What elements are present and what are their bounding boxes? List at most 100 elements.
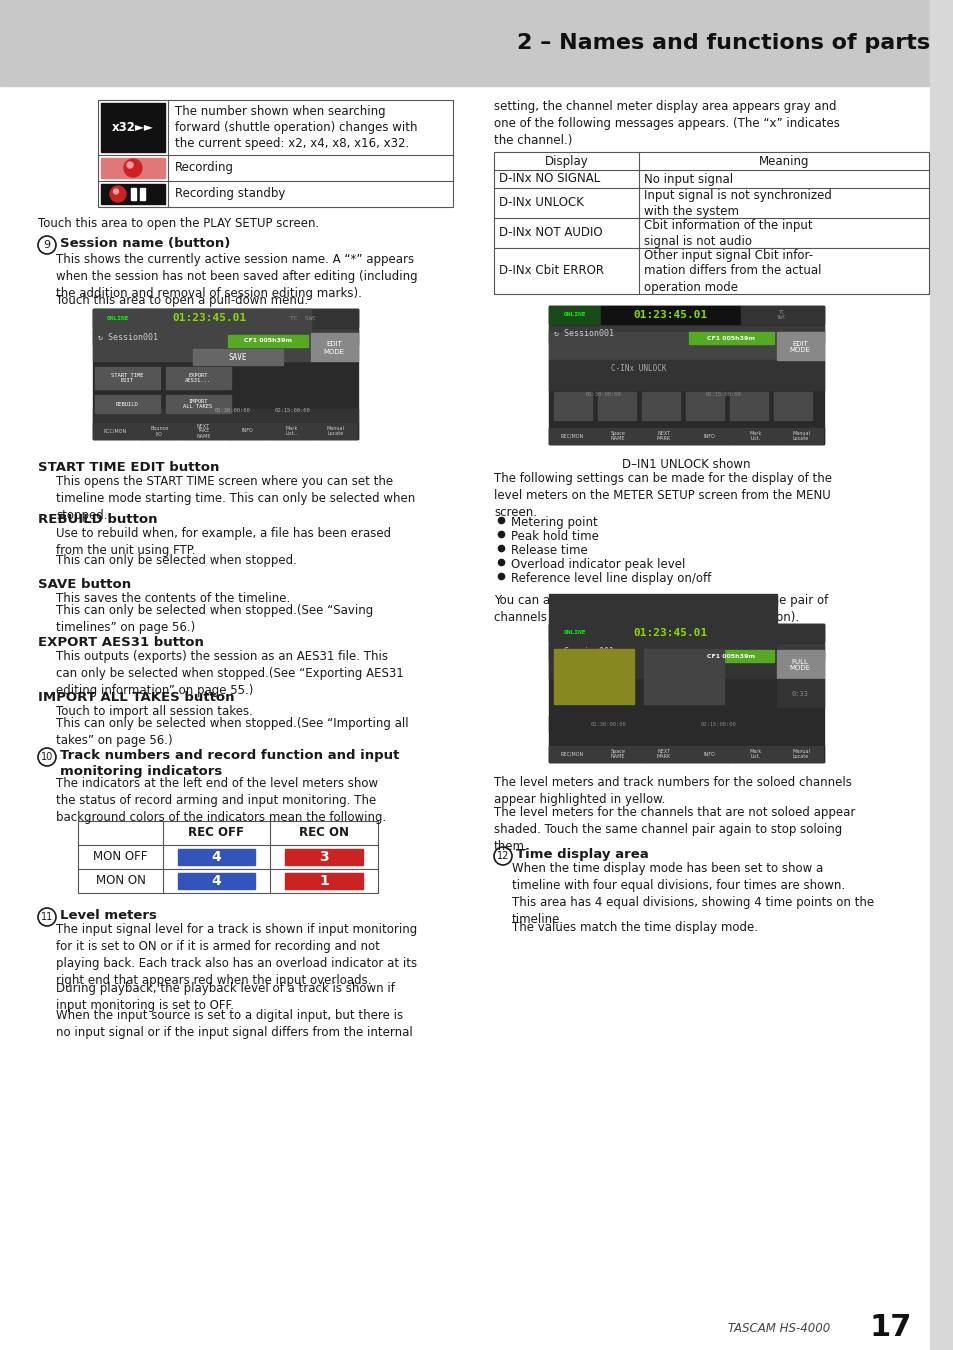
- Circle shape: [110, 186, 126, 202]
- Bar: [640, 428, 685, 444]
- Text: 01:30:00:00: 01:30:00:00: [591, 721, 626, 726]
- Text: CF1 005h39m: CF1 005h39m: [706, 336, 754, 340]
- Text: 4: 4: [212, 873, 221, 888]
- Bar: [595, 747, 639, 761]
- Bar: [595, 428, 639, 444]
- Text: 17: 17: [869, 1314, 911, 1342]
- Text: 02:15:00:00: 02:15:00:00: [274, 408, 311, 413]
- Text: INFO: INFO: [702, 433, 715, 439]
- Bar: [598, 392, 636, 420]
- Text: 01:30:00:00: 01:30:00:00: [585, 392, 621, 397]
- Bar: [92, 423, 357, 439]
- Text: Level meters: Level meters: [60, 909, 156, 922]
- Text: RCC/MON: RCC/MON: [103, 428, 127, 433]
- Bar: [92, 423, 136, 439]
- Text: Manual
Locate: Manual Locate: [791, 431, 809, 441]
- Circle shape: [127, 162, 132, 167]
- Bar: [776, 332, 823, 360]
- Bar: [729, 392, 767, 420]
- Bar: [688, 649, 773, 662]
- Text: Time display area: Time display area: [516, 848, 648, 861]
- Text: The values match the time display mode.: The values match the time display mode.: [512, 921, 758, 934]
- Bar: [740, 306, 823, 324]
- Text: No input signal: No input signal: [643, 173, 732, 185]
- Bar: [311, 333, 357, 360]
- Text: Overload indicator peak level: Overload indicator peak level: [511, 558, 684, 571]
- Bar: [285, 873, 363, 890]
- Text: FULL
MODE: FULL MODE: [789, 659, 810, 671]
- Text: START TIME
EDIT: START TIME EDIT: [111, 373, 143, 383]
- Text: ONLINE: ONLINE: [563, 630, 586, 636]
- Bar: [225, 423, 269, 439]
- Bar: [778, 428, 822, 444]
- Bar: [78, 821, 377, 892]
- Bar: [103, 425, 143, 433]
- Text: Space
NAME: Space NAME: [610, 749, 624, 759]
- Text: EDIT
MODE: EDIT MODE: [789, 340, 810, 354]
- Bar: [740, 624, 823, 643]
- Text: The number shown when searching
forward (shuttle operation) changes with
the cur: The number shown when searching forward …: [174, 104, 417, 150]
- Bar: [548, 428, 593, 444]
- Text: 0:33: 0:33: [791, 691, 807, 697]
- Text: When the input source is set to a digital input, but there is
no input signal or: When the input source is set to a digita…: [56, 1008, 413, 1040]
- Bar: [213, 425, 253, 433]
- Bar: [773, 392, 811, 420]
- Bar: [600, 624, 740, 643]
- Bar: [158, 425, 198, 433]
- Text: You can also touch these areas to output just one pair of
channels (1-2 or 3-4) : You can also touch these areas to output…: [494, 594, 827, 624]
- Text: The following settings can be made for the display of the
level meters on the ME: The following settings can be made for t…: [494, 472, 831, 518]
- Text: This can only be selected when stopped.(See “Saving
timelines” on page 56.): This can only be selected when stopped.(…: [56, 603, 373, 634]
- Bar: [548, 594, 776, 678]
- Bar: [548, 306, 823, 324]
- Text: The level meters and track numbers for the soloed channels
appear highlighted in: The level meters and track numbers for t…: [494, 776, 851, 806]
- Bar: [548, 644, 823, 660]
- Text: Release time: Release time: [511, 544, 587, 558]
- Text: C-INx UNLOCK: C-INx UNLOCK: [611, 364, 666, 373]
- Text: During playback, the playback level of a track is shown if
input monitoring is s: During playback, the playback level of a…: [56, 981, 395, 1012]
- Bar: [548, 624, 600, 643]
- Text: This shows the currently active session name. A “*” appears
when the session has: This shows the currently active session …: [56, 252, 417, 300]
- Text: Use to rebuild when, for example, a file has been erased
from the unit using FTP: Use to rebuild when, for example, a file…: [56, 526, 391, 558]
- Text: D-INx UNLOCK: D-INx UNLOCK: [498, 197, 583, 209]
- Bar: [548, 716, 776, 732]
- Bar: [101, 184, 165, 204]
- Bar: [92, 329, 357, 346]
- Text: MON ON: MON ON: [95, 875, 145, 887]
- Bar: [101, 158, 165, 178]
- Text: REBUILD button: REBUILD button: [38, 513, 157, 526]
- Text: 01:30:00:00: 01:30:00:00: [214, 408, 251, 413]
- Bar: [140, 188, 145, 200]
- Text: This saves the contents of the timeline.: This saves the contents of the timeline.: [56, 593, 290, 605]
- Text: This opens the START TIME screen where you can set the
timeline mode starting ti: This opens the START TIME screen where y…: [56, 475, 415, 522]
- Text: MON OFF: MON OFF: [93, 850, 148, 864]
- Bar: [641, 392, 679, 420]
- Bar: [193, 350, 283, 365]
- Text: SAVE: SAVE: [229, 352, 247, 362]
- Text: The input signal level for a track is shown if input monitoring
for it is set to: The input signal level for a track is sh…: [56, 923, 416, 987]
- Bar: [548, 325, 823, 342]
- Bar: [101, 103, 165, 153]
- Text: TASCAM HS-4000: TASCAM HS-4000: [727, 1322, 829, 1335]
- Text: Touch to import all session takes.: Touch to import all session takes.: [56, 705, 253, 718]
- Text: Bounce
I/O: Bounce I/O: [150, 427, 168, 436]
- Text: Metering point: Metering point: [511, 516, 598, 529]
- Bar: [268, 425, 308, 433]
- Text: Display: Display: [544, 154, 588, 167]
- Text: 01:23:45.01: 01:23:45.01: [633, 310, 707, 320]
- Bar: [554, 392, 592, 420]
- Text: 12: 12: [497, 850, 509, 861]
- Bar: [92, 309, 311, 360]
- Bar: [686, 747, 731, 761]
- Text: D-INx NO SIGNAL: D-INx NO SIGNAL: [498, 173, 599, 185]
- Text: START TIME EDIT button: START TIME EDIT button: [38, 460, 219, 474]
- Text: Track numbers and record function and input
monitoring indicators: Track numbers and record function and in…: [60, 749, 399, 778]
- Bar: [548, 428, 823, 444]
- Text: D-INx Cbit ERROR: D-INx Cbit ERROR: [498, 265, 603, 278]
- Text: D–IN1 UNLOCK shown: D–IN1 UNLOCK shown: [621, 458, 750, 471]
- Bar: [181, 423, 224, 439]
- Text: 4: 4: [212, 850, 221, 864]
- Text: Manual
Locate: Manual Locate: [791, 749, 809, 759]
- Bar: [548, 747, 823, 761]
- Bar: [98, 100, 453, 207]
- Text: This can only be selected when stopped.(See “Importing all
takes” on page 56.): This can only be selected when stopped.(…: [56, 717, 408, 747]
